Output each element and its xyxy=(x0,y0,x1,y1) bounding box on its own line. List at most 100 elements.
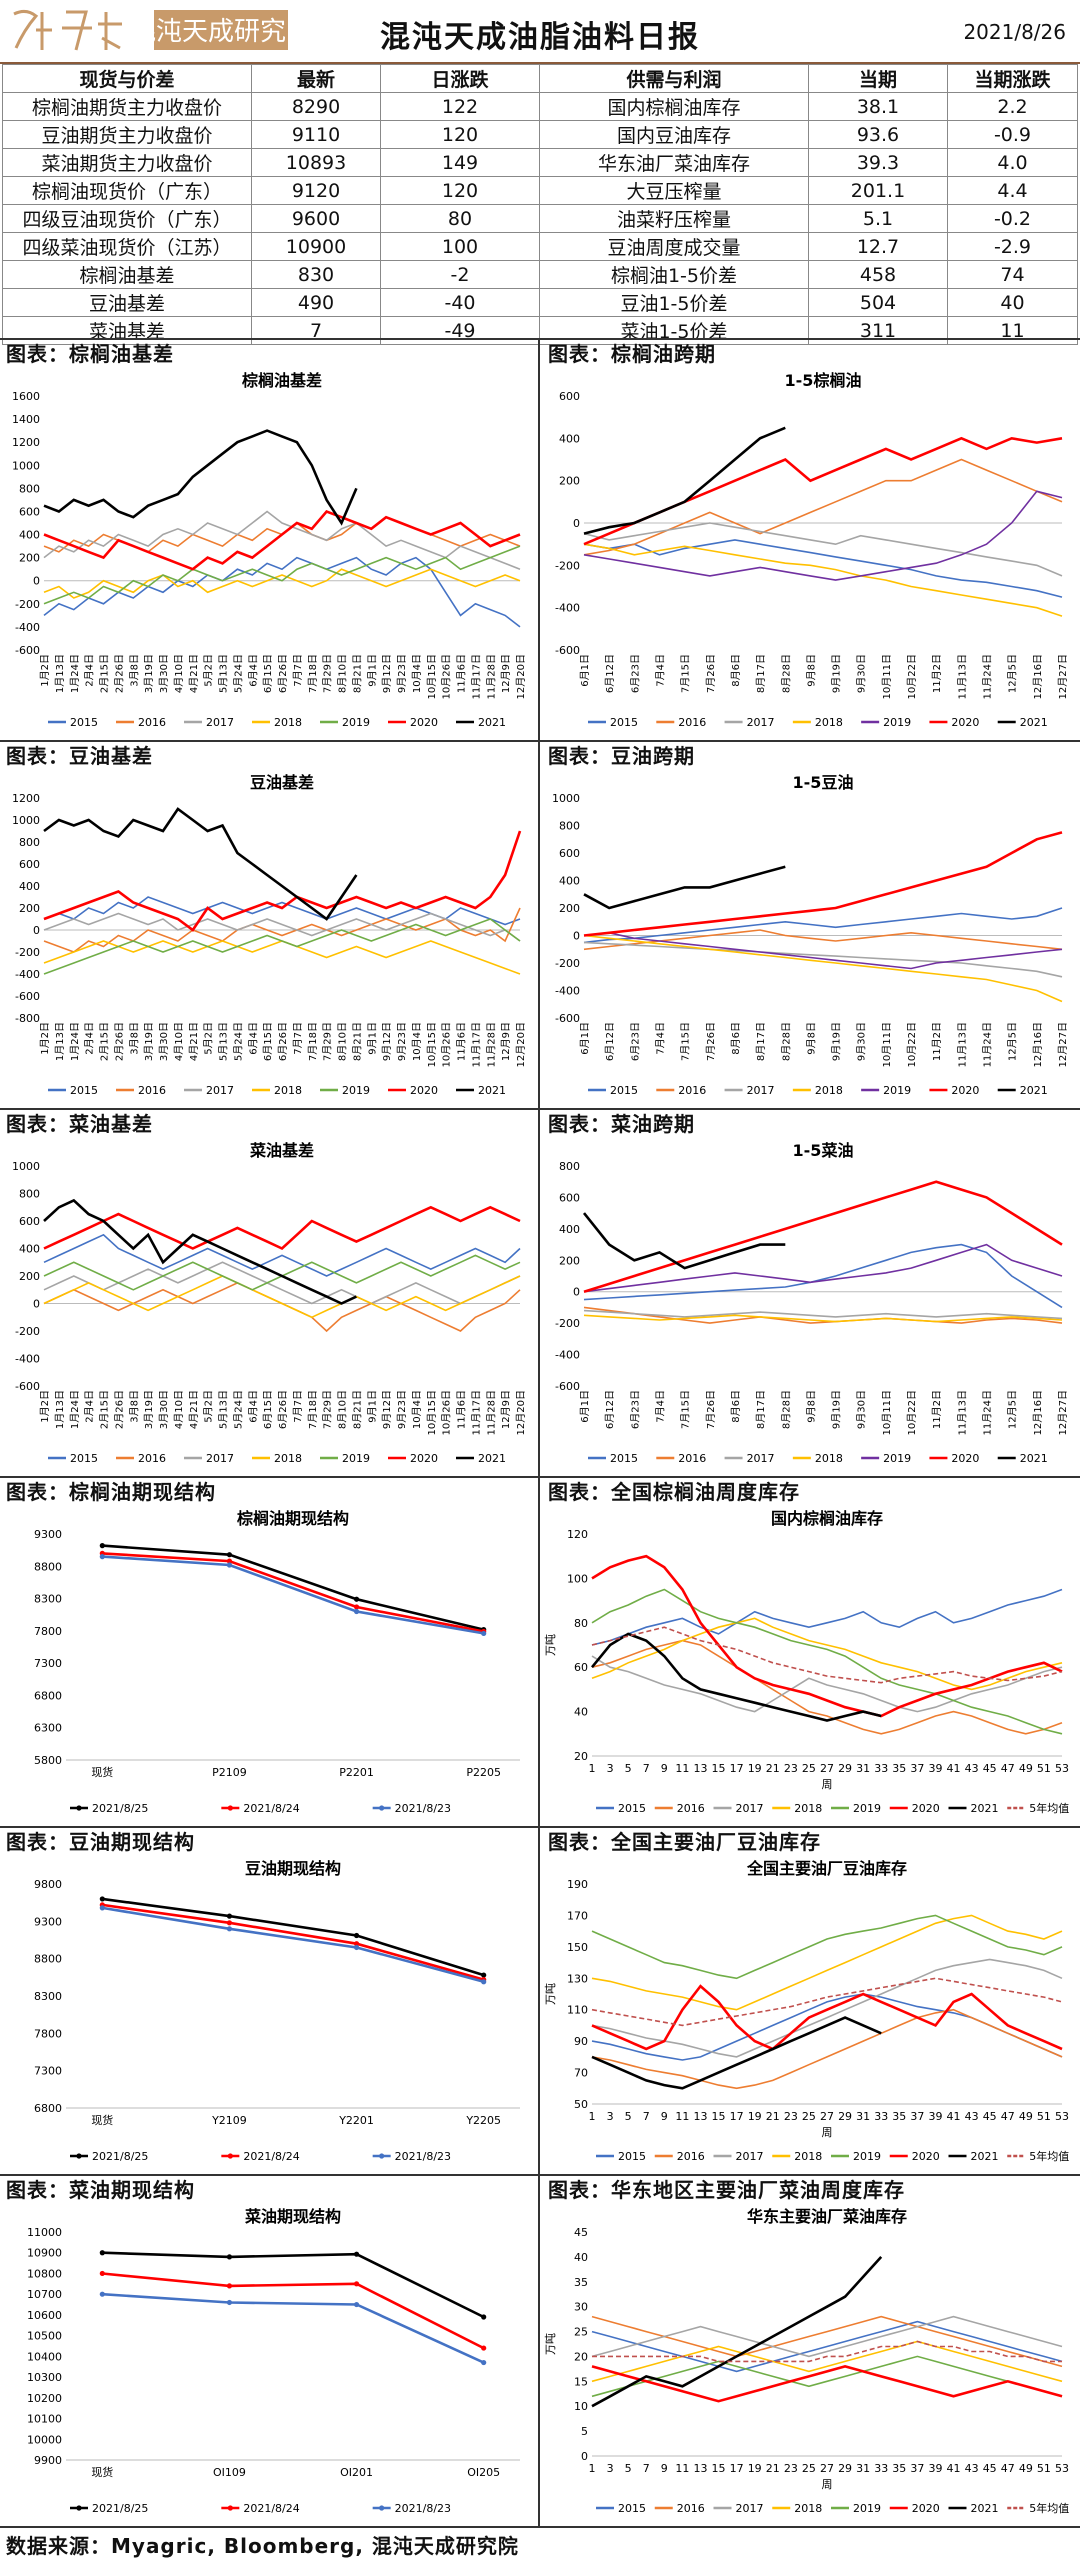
series-line-5年均值 xyxy=(591,1626,1063,1684)
legend-entry: 2021 xyxy=(1020,1452,1048,1465)
y-tick-label: 8800 xyxy=(34,1560,62,1573)
data-point xyxy=(226,2283,233,2289)
x-tick-label: 2月26日 xyxy=(113,1390,125,1429)
x-tick-label: 33 xyxy=(874,2462,888,2475)
x-tick-label: 41 xyxy=(947,2110,961,2123)
col-header: 最新 xyxy=(251,64,381,93)
legend-entry: 2019 xyxy=(883,1452,911,1465)
x-tick-label: 2月15日 xyxy=(99,654,111,693)
legend-entry: 2019 xyxy=(342,1452,370,1465)
y-tick-label: 400 xyxy=(559,875,580,888)
x-tick-label: 9月8日 xyxy=(805,1390,817,1423)
x-tick-label: 6月4日 xyxy=(247,1022,259,1055)
data-source: 数据来源：Myagric, Bloomberg, 混沌天成研究院 xyxy=(0,2526,1080,2564)
table-cell: 9600 xyxy=(251,204,381,233)
section-divider xyxy=(0,1108,1080,1110)
x-tick-label: 6月1日 xyxy=(579,654,591,687)
legend-entry: 2018 xyxy=(274,716,302,729)
x-tick-label: 12月5日 xyxy=(1007,1390,1019,1429)
legend-entry: 2021/8/25 xyxy=(92,2502,148,2515)
x-tick-label: 45 xyxy=(983,2110,997,2123)
legend-entry: 2020 xyxy=(951,1084,979,1097)
x-tick-label: 2月4日 xyxy=(84,1390,96,1423)
y-tick-label: 1000 xyxy=(12,1160,40,1173)
x-tick-label: 1月13日 xyxy=(54,1022,66,1061)
data-point xyxy=(99,1905,105,1911)
y-axis-label: 万吨 xyxy=(544,1634,557,1656)
legend-entry: 5年均值 xyxy=(1029,2149,1069,2163)
chart-title: 全国主要油厂豆油库存 xyxy=(746,1859,907,1878)
chart-title: 豆油期现结构 xyxy=(245,1859,341,1878)
x-tick-label: 39 xyxy=(928,2110,942,2123)
table-cell: 2.2 xyxy=(947,92,1078,121)
legend-entry: 5年均值 xyxy=(1029,1801,1069,1815)
x-tick-label: 13 xyxy=(693,1762,707,1775)
legend-entry: 2016 xyxy=(138,1084,166,1097)
section-title: 图表：全国主要油厂豆油库存 xyxy=(548,1830,821,1854)
x-tick-label: 5 xyxy=(625,2110,632,2123)
x-tick-label: 12月20日 xyxy=(515,1390,527,1435)
data-point xyxy=(226,1562,233,1568)
legend-entry: 2015 xyxy=(610,1452,638,1465)
x-tick-label: 11月2日 xyxy=(931,654,943,693)
series-line-5年均值 xyxy=(592,2340,1062,2363)
table-cell: 豆油期货主力收盘价 xyxy=(2,120,252,149)
x-tick-label: 8月10日 xyxy=(337,654,349,693)
chart-title: 菜油期现结构 xyxy=(244,2207,341,2226)
section-title: 图表：豆油基差 xyxy=(6,744,153,768)
y-axis-label: 万吨 xyxy=(544,2333,557,2355)
x-tick-label: 7月29日 xyxy=(322,1390,334,1429)
x-tick-label: 7月29日 xyxy=(322,654,334,693)
table-cell: -49 xyxy=(380,316,540,345)
x-tick-label: 5月2日 xyxy=(203,1390,215,1423)
series-line-2017 xyxy=(591,1958,1063,2058)
legend-entry: 2016 xyxy=(138,716,166,729)
x-tick-label: 9 xyxy=(661,2462,668,2475)
x-tick-label: 35 xyxy=(892,1762,906,1775)
legend-marker xyxy=(379,2153,385,2159)
x-tick-label: 6月23日 xyxy=(629,654,641,693)
y-tick-label: 200 xyxy=(559,475,580,488)
series-line-2019 xyxy=(591,2355,1063,2398)
series-line-2017 xyxy=(591,1655,1063,1713)
section-title: 图表：豆油期现结构 xyxy=(6,1830,195,1854)
data-point xyxy=(481,2359,487,2366)
column-divider xyxy=(538,338,540,740)
legend-entry: 2017 xyxy=(206,716,234,729)
y-tick-label: 600 xyxy=(19,858,40,871)
x-tick-label: 21 xyxy=(766,1762,780,1775)
x-tick-label: 23 xyxy=(784,2462,798,2475)
x-tick-label: 12月5日 xyxy=(1007,1022,1019,1061)
table-cell: 4.4 xyxy=(947,176,1078,205)
series-line-2017 xyxy=(43,510,521,570)
x-tick-label: 12月27日 xyxy=(1057,1022,1069,1067)
x-tick-label: 10月26日 xyxy=(441,654,453,699)
x-tick-label: 23 xyxy=(784,2110,798,2123)
y-tick-label: 200 xyxy=(19,902,40,915)
legend-marker xyxy=(227,2153,233,2159)
series-line-2020 xyxy=(43,509,521,571)
table-cell: 490 xyxy=(251,288,381,317)
x-tick-label: 11月17日 xyxy=(470,654,482,699)
legend-entry: 2015 xyxy=(618,2150,646,2163)
y-tick-label: 10600 xyxy=(27,2309,62,2322)
legend-entry: 2018 xyxy=(794,2150,822,2163)
column-divider xyxy=(538,1108,540,1476)
x-tick-label: 3 xyxy=(607,1762,614,1775)
y-tick-label: 0 xyxy=(33,1298,40,1311)
x-tick-label: 15 xyxy=(712,2110,726,2123)
x-tick-label: 11 xyxy=(675,2110,689,2123)
x-tick-label: 现货 xyxy=(91,1765,113,1779)
y-tick-label: 600 xyxy=(559,390,580,403)
y-tick-label: 1400 xyxy=(12,413,40,426)
x-tick-label: 15 xyxy=(712,2462,726,2475)
y-tick-label: 600 xyxy=(19,505,40,518)
legend-entry: 2021 xyxy=(971,1802,999,1815)
y-tick-label: 7800 xyxy=(34,1625,62,1638)
x-tick-label: 10月11日 xyxy=(881,1390,893,1435)
section-title: 图表：棕榈油基差 xyxy=(6,342,174,366)
x-tick-label: 43 xyxy=(965,2462,979,2475)
series-line-2016 xyxy=(591,1639,1063,1735)
x-tick-label: 7月26日 xyxy=(705,1022,717,1061)
